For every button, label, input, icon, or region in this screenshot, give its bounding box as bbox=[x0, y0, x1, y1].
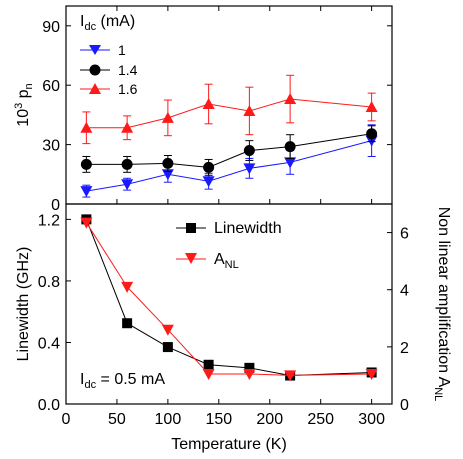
x-tick-label: 150 bbox=[205, 411, 232, 428]
x-tick-label: 100 bbox=[155, 411, 182, 428]
bottom-point-1 bbox=[80, 217, 93, 229]
x-tick-label: 200 bbox=[256, 411, 283, 428]
bottom-point-1 bbox=[202, 369, 215, 380]
top-y-tick-label: 30 bbox=[42, 138, 60, 155]
bottom-ylabel-left: Linewidth (GHz) bbox=[15, 247, 32, 362]
idc-annotation-base: I bbox=[80, 371, 84, 388]
top-point-2 bbox=[365, 100, 378, 112]
top-point-2 bbox=[80, 121, 93, 133]
bottom-point-1 bbox=[365, 369, 378, 380]
top-point-1 bbox=[162, 157, 174, 169]
bottom-y2-tick-label: 2 bbox=[400, 340, 409, 357]
legend-label-1-6: 1.6 bbox=[118, 81, 138, 97]
top-point-1 bbox=[121, 158, 133, 170]
bottom-point-1 bbox=[243, 369, 256, 380]
top-point-1 bbox=[243, 145, 255, 157]
bottom-point-1 bbox=[161, 324, 174, 336]
idc-annotation-rest: = 0.5 mA bbox=[96, 371, 165, 388]
bottom-series-line-1 bbox=[85, 222, 372, 376]
top-point-0 bbox=[243, 163, 256, 175]
top-ylabel-base: 10 bbox=[15, 109, 32, 127]
top-point-1 bbox=[80, 158, 92, 170]
top-point-0 bbox=[284, 157, 297, 169]
legend-marker-1-6 bbox=[89, 83, 101, 94]
bottom-y-tick-label: 0.8 bbox=[38, 274, 60, 291]
bottom-ylabel-right: Non linear amplification ANL bbox=[432, 207, 452, 402]
legend-marker-anl bbox=[185, 253, 197, 264]
top-point-1 bbox=[284, 141, 296, 153]
top-point-0 bbox=[202, 176, 215, 188]
bottom-y-tick-label: 0.4 bbox=[38, 335, 60, 352]
legend-title-rest: (mA) bbox=[96, 13, 135, 30]
ticks-layer: 0 50 100 150 200 250 30003060900.00.40.81.2024… bbox=[38, 6, 409, 428]
top-point-2 bbox=[202, 98, 215, 110]
top-point-0 bbox=[80, 186, 93, 198]
x-tick-label: 250 bbox=[307, 411, 334, 428]
legend-label-anl: ANL bbox=[214, 251, 239, 271]
top-y-tick-label: 0 bbox=[51, 197, 60, 214]
top-ylabel: 103 pn bbox=[13, 83, 35, 126]
top-point-2 bbox=[243, 104, 256, 116]
bottom-point-0 bbox=[203, 359, 214, 370]
x-axis-label: Temperature (K) bbox=[171, 436, 287, 453]
top-ylabel-main: p bbox=[15, 89, 32, 102]
legend-bottom: Linewidth ANL bbox=[176, 220, 282, 271]
bottom-point-0 bbox=[162, 342, 173, 353]
marks-layer bbox=[80, 74, 378, 382]
legend-top: 1 1.4 1.6 bbox=[80, 42, 138, 97]
top-y-tick-label: 90 bbox=[42, 19, 60, 36]
bottom-panel-frame bbox=[65, 203, 393, 405]
top-point-2 bbox=[284, 93, 297, 105]
legend-marker-linewidth bbox=[186, 223, 196, 233]
bottom-y2-tick-label: 4 bbox=[400, 283, 409, 300]
top-point-2 bbox=[161, 111, 174, 123]
legend-title-base: I bbox=[80, 13, 84, 30]
bottom-point-1 bbox=[284, 370, 297, 382]
top-point-1 bbox=[366, 128, 378, 140]
legend-label-anl-base: A bbox=[214, 251, 225, 268]
x-tick-label: 0 bbox=[62, 411, 71, 428]
top-ylabel-sub: n bbox=[23, 83, 35, 89]
bottom-point-1 bbox=[121, 281, 134, 293]
legend-marker-1-4 bbox=[89, 64, 101, 76]
bottom-y-tick-label: 0.0 bbox=[38, 397, 60, 414]
bottom-ylabel-right-base: Non linear amplification A bbox=[435, 207, 452, 388]
legend-label-anl-sub: NL bbox=[225, 259, 239, 271]
top-point-1 bbox=[203, 161, 215, 173]
top-point-0 bbox=[121, 179, 134, 191]
idc-annotation-sub: dc bbox=[84, 379, 96, 391]
bottom-ylabel-right-sub: NL bbox=[432, 387, 444, 401]
top-point-0 bbox=[161, 169, 174, 181]
bottom-point-0 bbox=[122, 318, 133, 329]
top-y-tick-label: 60 bbox=[42, 78, 60, 95]
bottom-point-0 bbox=[244, 362, 255, 373]
bottom-y2-tick-label: 0 bbox=[400, 397, 409, 414]
bottom-series-line-0 bbox=[85, 219, 372, 377]
legend-title: Idc (mA) bbox=[80, 13, 135, 33]
legend-label-1: 1 bbox=[118, 42, 126, 58]
legend-title-sub: dc bbox=[84, 21, 96, 33]
idc-annotation: Idc = 0.5 mA bbox=[80, 371, 165, 391]
x-tick-label: 50 bbox=[108, 411, 126, 428]
top-point-2 bbox=[121, 121, 134, 133]
x-tick-label: 300 bbox=[358, 411, 385, 428]
legend-marker-1 bbox=[89, 45, 101, 55]
top-series-line-2 bbox=[86, 98, 372, 129]
bottom-y-tick-label: 1.2 bbox=[38, 212, 60, 229]
bottom-y2-tick-label: 6 bbox=[400, 226, 409, 243]
top-ylabel-sup: 3 bbox=[13, 103, 25, 109]
legend-label-1-4: 1.4 bbox=[118, 62, 138, 78]
legend-label-linewidth: Linewidth bbox=[214, 220, 282, 237]
